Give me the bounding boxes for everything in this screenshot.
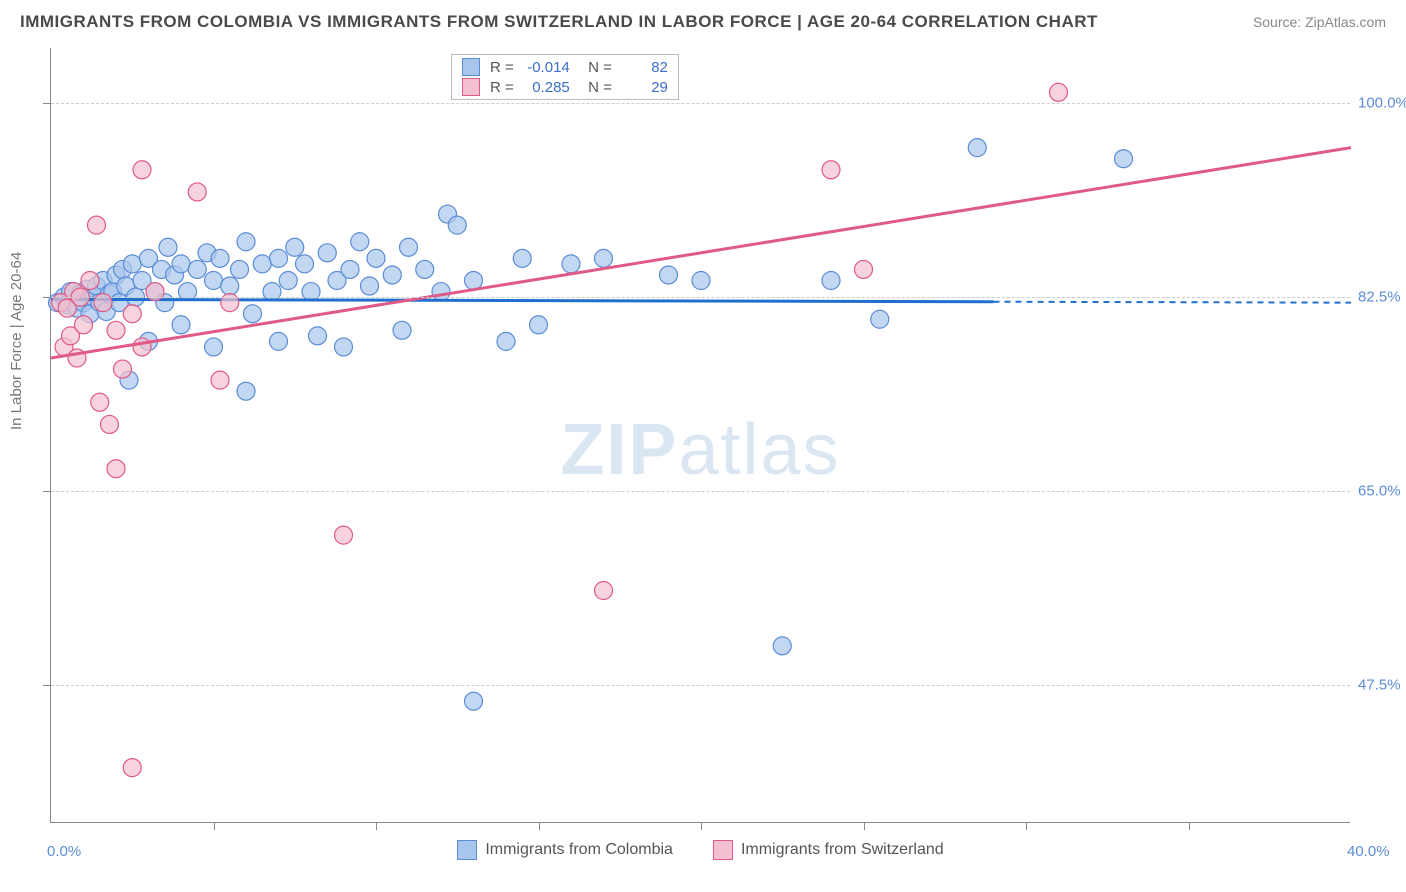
chart-plot-area: ZIPatlas R = -0.014 N = 82 R = 0.285 N =… bbox=[50, 48, 1350, 823]
n-value-colombia: 82 bbox=[618, 59, 668, 76]
legend-swatch-colombia-icon bbox=[457, 840, 477, 860]
y-tick-label: 100.0% bbox=[1358, 95, 1406, 112]
legend-swatch-switzerland-icon bbox=[713, 840, 733, 860]
scatter-svg bbox=[51, 48, 1350, 822]
source-attribution: Source: ZipAtlas.com bbox=[1253, 14, 1386, 30]
stats-row-switzerland: R = 0.285 N = 29 bbox=[452, 77, 678, 97]
legend-bottom: Immigrants from Colombia Immigrants from… bbox=[51, 840, 1350, 860]
n-value-switzerland: 29 bbox=[618, 79, 668, 96]
n-label: N = bbox=[580, 59, 612, 76]
correlation-stats-box: R = -0.014 N = 82 R = 0.285 N = 29 bbox=[451, 54, 679, 100]
r-label: R = bbox=[490, 79, 514, 96]
chart-title: IMMIGRANTS FROM COLOMBIA VS IMMIGRANTS F… bbox=[20, 12, 1098, 32]
y-axis-label: In Labor Force | Age 20-64 bbox=[8, 252, 25, 430]
y-tick-label: 65.0% bbox=[1358, 482, 1406, 499]
r-value-switzerland: 0.285 bbox=[520, 79, 570, 96]
y-tick-label: 47.5% bbox=[1358, 676, 1406, 693]
swatch-colombia-icon bbox=[462, 58, 480, 76]
header-row: IMMIGRANTS FROM COLOMBIA VS IMMIGRANTS F… bbox=[0, 0, 1406, 36]
y-tick-label: 82.5% bbox=[1358, 289, 1406, 306]
legend-label-colombia: Immigrants from Colombia bbox=[485, 841, 673, 859]
legend-item-switzerland: Immigrants from Switzerland bbox=[713, 840, 944, 860]
swatch-switzerland-icon bbox=[462, 78, 480, 96]
r-value-colombia: -0.014 bbox=[520, 59, 570, 76]
r-label: R = bbox=[490, 59, 514, 76]
stats-row-colombia: R = -0.014 N = 82 bbox=[452, 57, 678, 77]
legend-item-colombia: Immigrants from Colombia bbox=[457, 840, 673, 860]
x-tick-label: 40.0% bbox=[1347, 843, 1390, 860]
n-label: N = bbox=[580, 79, 612, 96]
legend-label-switzerland: Immigrants from Switzerland bbox=[741, 841, 944, 859]
